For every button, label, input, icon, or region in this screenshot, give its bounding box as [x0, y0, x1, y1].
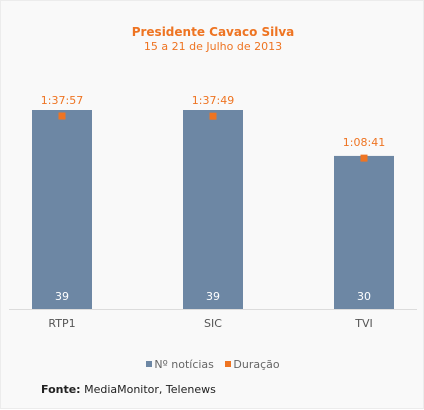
legend-label-duracao: Duração: [233, 358, 280, 371]
bar-rtp1[interactable]: [32, 110, 92, 309]
chart-subtitle: 15 a 21 de Julho de 2013: [143, 40, 283, 53]
x-tick-label-rtp1: RTP1: [48, 317, 75, 330]
duration-marker-sic[interactable]: [209, 112, 217, 120]
duration-marker-rtp1[interactable]: [58, 112, 66, 120]
bar-value-label-tvi: 30: [357, 290, 371, 303]
bar-tvi[interactable]: [334, 155, 394, 309]
source-text: MediaMonitor, Telenews: [80, 383, 216, 396]
legend-item-noticias[interactable]: Nº notícias: [146, 358, 214, 371]
bar-value-label-sic: 39: [206, 290, 220, 303]
x-tick-label-tvi: TVI: [354, 317, 373, 330]
duration-label-sic: 1:37:49: [192, 94, 234, 107]
bar-sic[interactable]: [183, 110, 243, 309]
duration-label-bg-rtp1: [36, 93, 88, 107]
legend-label-noticias: Nº notícias: [154, 358, 214, 371]
duration-label-bg-sic: [187, 93, 239, 108]
bar-value-label-rtp1: 39: [55, 290, 69, 303]
duration-label-rtp1: 1:37:57: [41, 94, 83, 107]
source-note: Fonte: MediaMonitor, Telenews: [41, 383, 216, 396]
legend-swatch-duracao: [225, 361, 232, 367]
legend-swatch-noticias: [146, 361, 153, 367]
duration-label-bg-tvi: [338, 135, 390, 150]
source-label: Fonte:: [41, 383, 81, 396]
chart-title: Presidente Cavaco Silva: [131, 25, 295, 39]
legend-item-duracao[interactable]: Duração: [225, 358, 280, 371]
duration-marker-tvi[interactable]: [360, 154, 368, 162]
legend: Nº notícias Duração: [1, 358, 424, 371]
duration-label-tvi: 1:08:41: [343, 136, 385, 149]
x-tick-label-sic: SIC: [204, 317, 222, 330]
